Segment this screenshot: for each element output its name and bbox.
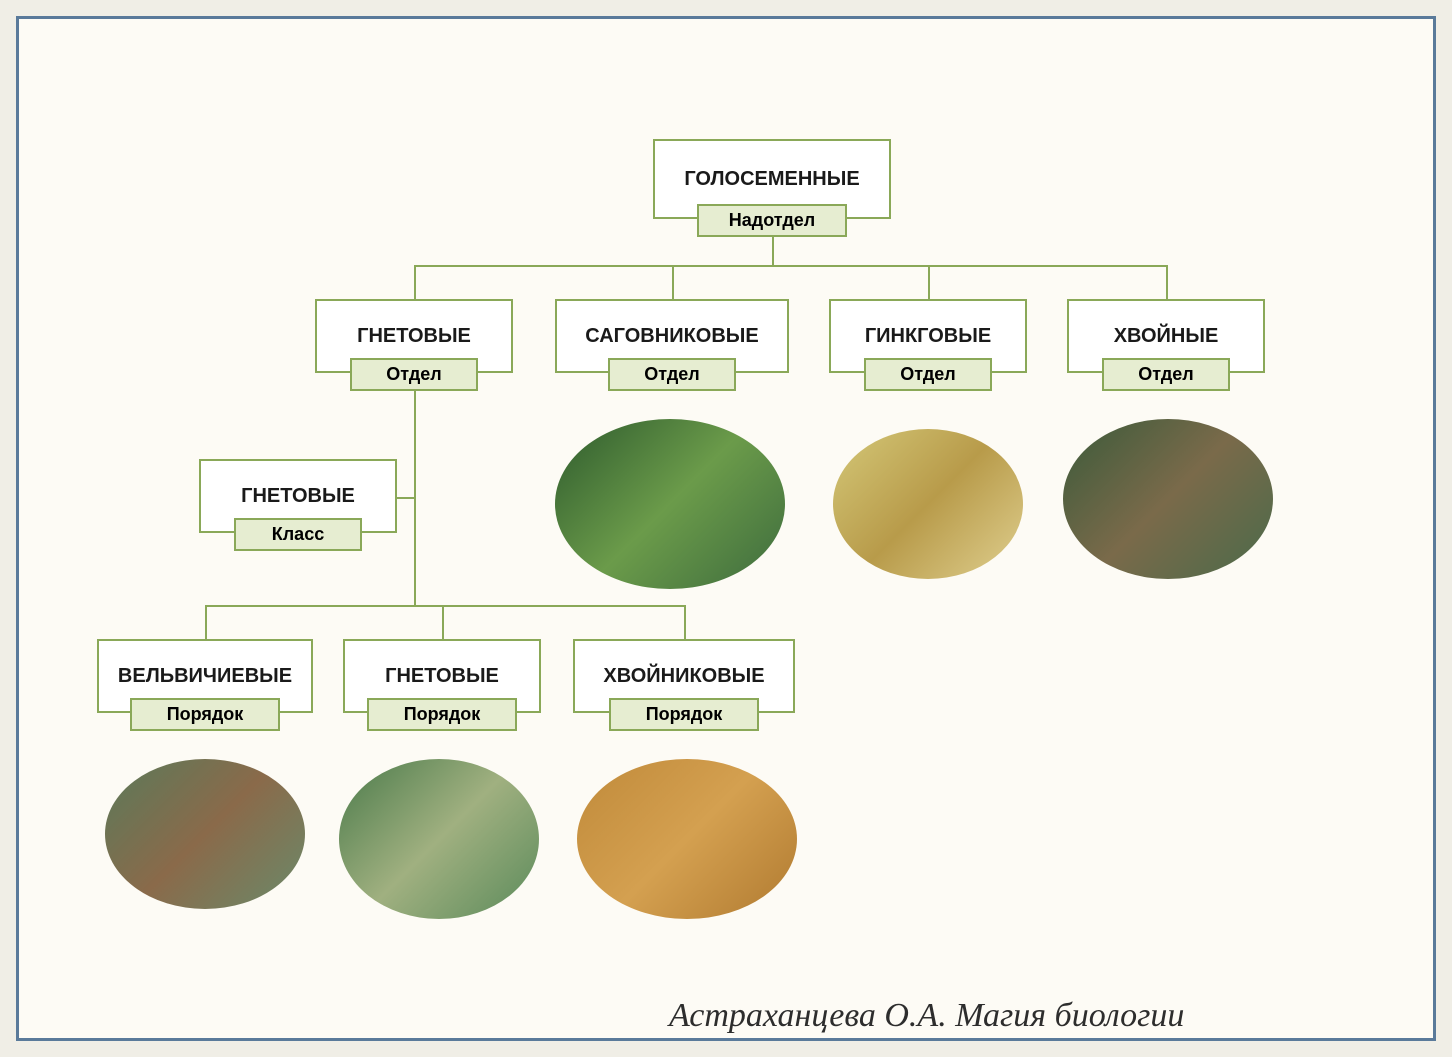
node-gnetovye-order-rank: Порядок bbox=[367, 698, 517, 731]
node-gnetovye-division-rank: Отдел bbox=[350, 358, 478, 391]
ginkgo-image bbox=[833, 429, 1023, 579]
connector-line bbox=[414, 497, 416, 605]
node-hvoinye: ХВОЙНЫЕ Отдел bbox=[1067, 299, 1265, 373]
diagram-frame: ГОЛОСЕМЕННЫЕ Надотдел ГНЕТОВЫЕ Отдел САГ… bbox=[16, 16, 1436, 1041]
node-gnetovye-division: ГНЕТОВЫЕ Отдел bbox=[315, 299, 513, 373]
connector-line bbox=[442, 605, 444, 639]
node-gnetovye-class-rank: Класс bbox=[234, 518, 362, 551]
ephedra-image bbox=[577, 759, 797, 919]
node-gnetovye-class: ГНЕТОВЫЕ Класс bbox=[199, 459, 397, 533]
connector-line bbox=[205, 605, 207, 639]
attribution-text: Астраханцева О.А. Магия биологии bbox=[669, 997, 1184, 1035]
node-ginkgovye-rank: Отдел bbox=[864, 358, 992, 391]
connector-line bbox=[928, 265, 930, 299]
connector-line bbox=[684, 605, 686, 639]
connector-line bbox=[414, 265, 416, 299]
node-gnetovye-order: ГНЕТОВЫЕ Порядок bbox=[343, 639, 541, 713]
node-hvojnikovye: ХВОЙНИКОВЫЕ Порядок bbox=[573, 639, 795, 713]
connector-line bbox=[414, 391, 416, 497]
gnetum-image bbox=[339, 759, 539, 919]
cycad-image bbox=[555, 419, 785, 589]
conifer-image bbox=[1063, 419, 1273, 579]
welwitschia-image bbox=[105, 759, 305, 909]
node-sagovnikovye-rank: Отдел bbox=[608, 358, 736, 391]
node-velvichievye: ВЕЛЬВИЧИЕВЫЕ Порядок bbox=[97, 639, 313, 713]
connector-line bbox=[414, 265, 1166, 267]
node-ginkgovye: ГИНКГОВЫЕ Отдел bbox=[829, 299, 1027, 373]
node-velvichievye-rank: Порядок bbox=[130, 698, 280, 731]
node-sagovnikovye: САГОВНИКОВЫЕ Отдел bbox=[555, 299, 789, 373]
node-hvojnikovye-rank: Порядок bbox=[609, 698, 759, 731]
connector-line bbox=[205, 605, 684, 607]
connector-line bbox=[672, 265, 674, 299]
node-hvoinye-rank: Отдел bbox=[1102, 358, 1230, 391]
node-root: ГОЛОСЕМЕННЫЕ Надотдел bbox=[653, 139, 891, 219]
connector-line bbox=[772, 237, 774, 265]
node-root-rank: Надотдел bbox=[697, 204, 847, 237]
connector-line bbox=[1166, 265, 1168, 299]
